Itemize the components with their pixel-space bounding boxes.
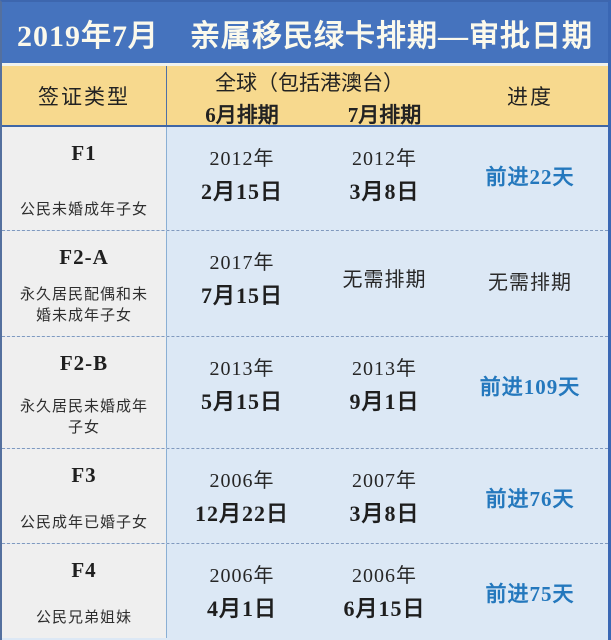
june-date: 2月15日 bbox=[200, 179, 283, 204]
table-row: F3 公民成年已婚子女 2006年 12月22日 2007年 3月8日 前进76… bbox=[2, 448, 608, 543]
july-cutoff-cell: 2012年 3月8日 bbox=[317, 127, 452, 230]
visa-description: 永久居民未婚成年子女 bbox=[19, 398, 148, 437]
visa-description: 永久居民配偶和未婚未成年子女 bbox=[19, 286, 148, 325]
visa-type-cell: F4 公民兄弟姐妹 bbox=[2, 544, 167, 638]
june-cutoff-cell: 2013年 5月15日 bbox=[167, 337, 317, 448]
header-region-label: 全球（包括港澳台） bbox=[215, 70, 404, 95]
visa-code: F2-B bbox=[59, 351, 109, 375]
june-year: 2006年 bbox=[209, 470, 275, 492]
june-date-stack: 2006年 4月1日 bbox=[207, 554, 277, 632]
visa-type-cell: F2-B 永久居民未婚成年子女 bbox=[2, 337, 167, 448]
visa-description: 公民未婚成年子女 bbox=[19, 202, 148, 219]
july-cutoff-cell: 2013年 9月1日 bbox=[317, 337, 452, 448]
june-date: 4月1日 bbox=[206, 596, 277, 621]
visa-description: 公民成年已婚子女 bbox=[19, 515, 148, 532]
progress-wrap: 无需排期 bbox=[488, 241, 572, 319]
progress-cell: 前进109天 bbox=[452, 337, 608, 448]
july-cutoff-cell: 无需排期 bbox=[317, 231, 452, 336]
july-date-stack: 无需排期 bbox=[343, 241, 427, 319]
table-row: F4 公民兄弟姐妹 2006年 4月1日 2006年 6月15日 前进75天 bbox=[2, 543, 608, 638]
progress-wrap: 前进22天 bbox=[486, 137, 575, 215]
table-row: F2-A 永久居民配偶和未婚未成年子女 2017年 7月15日 无需排期 无需排… bbox=[2, 230, 608, 336]
progress-cell: 前进76天 bbox=[452, 449, 608, 543]
progress-value: 前进109天 bbox=[479, 375, 581, 399]
visa-code: F1 bbox=[71, 141, 97, 165]
header-progress: 进度 bbox=[507, 84, 553, 109]
progress-cell: 前进22天 bbox=[452, 127, 608, 230]
july-date-stack: 2007年 3月8日 bbox=[349, 459, 419, 537]
july-date: 9月1日 bbox=[349, 389, 420, 414]
header-visa-type: 签证类型 bbox=[2, 66, 167, 125]
visa-type-cell: F3 公民成年已婚子女 bbox=[2, 449, 167, 543]
july-year: 无需排期 bbox=[342, 269, 427, 291]
july-year: 2007年 bbox=[351, 470, 417, 492]
progress-cell: 前进75天 bbox=[452, 544, 608, 638]
header-july: 7月排期 bbox=[347, 102, 422, 127]
july-cutoff-cell: 2006年 6月15日 bbox=[317, 544, 452, 638]
progress-wrap: 前进109天 bbox=[480, 347, 581, 425]
visa-type-cell: F1 公民未婚成年子女 bbox=[2, 127, 167, 230]
june-date-stack: 2006年 12月22日 bbox=[195, 459, 289, 537]
table-body: F1 公民未婚成年子女 2012年 2月15日 2012年 3月8日 前进22天… bbox=[2, 127, 608, 638]
june-cutoff-cell: 2006年 12月22日 bbox=[167, 449, 317, 543]
visa-description: 公民兄弟姐妹 bbox=[35, 610, 132, 627]
june-cutoff-cell: 2012年 2月15日 bbox=[167, 127, 317, 230]
title-divider bbox=[2, 63, 608, 66]
july-date-stack: 2006年 6月15日 bbox=[343, 554, 425, 632]
july-date-stack: 2013年 9月1日 bbox=[349, 347, 419, 425]
july-date: 6月15日 bbox=[343, 596, 426, 621]
visa-type-cell: F2-A 永久居民配偶和未婚未成年子女 bbox=[2, 231, 167, 336]
july-date: 3月8日 bbox=[349, 501, 420, 526]
title-bar: 2019年7月 亲属移民绿卡排期—审批日期 bbox=[2, 2, 608, 63]
june-year: 2006年 bbox=[209, 565, 275, 587]
july-year: 2012年 bbox=[351, 148, 417, 170]
progress-wrap: 前进76天 bbox=[486, 459, 575, 537]
july-year: 2006年 bbox=[351, 565, 417, 587]
june-date-stack: 2013年 5月15日 bbox=[201, 347, 283, 425]
june-date-stack: 2012年 2月15日 bbox=[201, 137, 283, 215]
july-date: 3月8日 bbox=[349, 179, 420, 204]
june-date-stack: 2017年 7月15日 bbox=[201, 241, 283, 319]
june-year: 2012年 bbox=[209, 148, 275, 170]
table-row: F2-B 永久居民未婚成年子女 2013年 5月15日 2013年 9月1日 前… bbox=[2, 336, 608, 448]
june-date: 7月15日 bbox=[200, 283, 283, 308]
header-region-group: 全球（包括港澳台） 6月排期 7月排期 bbox=[167, 66, 452, 127]
table-header-row: 签证类型 全球（包括港澳台） 6月排期 7月排期 进度 bbox=[2, 66, 608, 127]
july-date-stack: 2012年 3月8日 bbox=[349, 137, 419, 215]
visa-code: F3 bbox=[71, 463, 97, 487]
visa-code: F2-A bbox=[59, 245, 109, 269]
progress-value: 前进22天 bbox=[485, 165, 575, 189]
june-date: 5月15日 bbox=[200, 389, 283, 414]
progress-wrap: 前进75天 bbox=[486, 554, 575, 632]
june-date: 12月22日 bbox=[194, 501, 289, 526]
progress-value: 前进76天 bbox=[485, 487, 575, 511]
header-june: 6月排期 bbox=[205, 102, 279, 127]
header-month-subrow: 6月排期 7月排期 bbox=[167, 97, 452, 129]
progress-value: 无需排期 bbox=[488, 271, 572, 294]
june-cutoff-cell: 2006年 4月1日 bbox=[167, 544, 317, 638]
progress-value: 前进75天 bbox=[485, 582, 575, 606]
visa-code: F4 bbox=[71, 558, 97, 582]
progress-cell: 无需排期 bbox=[452, 231, 608, 336]
july-year: 2013年 bbox=[351, 358, 417, 380]
june-year: 2017年 bbox=[209, 252, 275, 274]
july-cutoff-cell: 2007年 3月8日 bbox=[317, 449, 452, 543]
page-title: 2019年7月 亲属移民绿卡排期—审批日期 bbox=[17, 19, 593, 53]
june-year: 2013年 bbox=[209, 358, 275, 380]
june-cutoff-cell: 2017年 7月15日 bbox=[167, 231, 317, 336]
table-row: F1 公民未婚成年子女 2012年 2月15日 2012年 3月8日 前进22天 bbox=[2, 127, 608, 230]
